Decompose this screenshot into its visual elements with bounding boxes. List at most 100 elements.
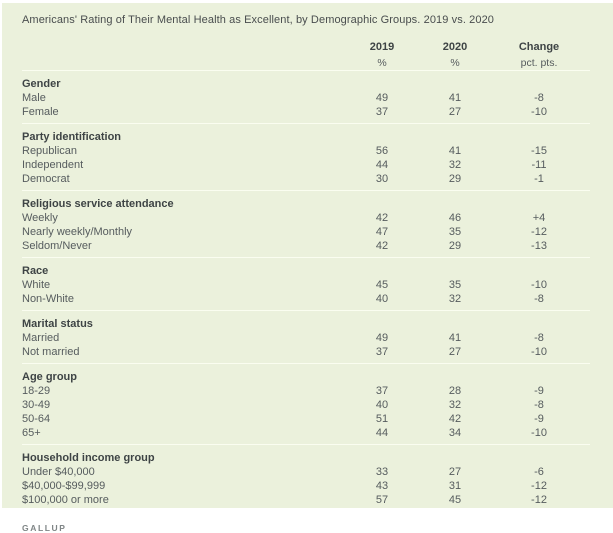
section-header-row: Household income group <box>22 444 590 465</box>
table-row: Non-White 40 32 -8 <box>22 292 590 311</box>
value-change: -11 <box>531 159 547 171</box>
row-label: Male <box>22 92 46 104</box>
section-header-row: Marital status <box>22 310 590 331</box>
value-2020: 41 <box>448 145 462 157</box>
row-label: Not married <box>22 346 80 358</box>
value-2020: 32 <box>448 399 462 411</box>
value-change: -12 <box>531 226 547 238</box>
value-2020: 27 <box>448 466 462 478</box>
value-2019: 40 <box>375 399 389 411</box>
value-2019: 42 <box>375 240 389 252</box>
section-header-row: Age group <box>22 363 590 384</box>
value-2020: 32 <box>448 293 462 305</box>
table-row: Independent 44 32 -11 <box>22 158 590 172</box>
value-change: -15 <box>531 145 547 157</box>
table-row: Republican 56 41 -15 <box>22 144 590 158</box>
column-header-change: Change <box>518 41 560 53</box>
row-label: Under $40,000 <box>22 466 95 478</box>
value-2020: 34 <box>448 427 462 439</box>
value-change: -6 <box>534 466 544 478</box>
value-2019: 33 <box>375 466 389 478</box>
table-row: Nearly weekly/Monthly 47 35 -12 <box>22 225 590 239</box>
unit-2019: % <box>377 56 387 69</box>
value-change: -10 <box>531 279 547 291</box>
value-2019: 42 <box>375 212 389 224</box>
value-2020: 27 <box>448 106 462 118</box>
value-2019: 37 <box>375 106 389 118</box>
value-2020: 42 <box>448 413 462 425</box>
table-row: Democrat 30 29 -1 <box>22 172 590 191</box>
value-2019: 47 <box>375 226 389 238</box>
value-2020: 35 <box>448 279 462 291</box>
value-change: -8 <box>534 399 544 411</box>
row-label: $40,000-$99,999 <box>22 480 106 492</box>
value-change: -8 <box>534 332 544 344</box>
table-row: Seldom/Never 42 29 -13 <box>22 239 590 258</box>
label-column-header <box>22 35 342 55</box>
row-label: Democrat <box>22 173 70 185</box>
value-2020: 29 <box>448 173 462 185</box>
value-change: -10 <box>531 346 547 358</box>
value-2019: 44 <box>375 159 389 171</box>
table-row: $40,000-$99,999 43 31 -12 <box>22 479 590 493</box>
figure-panel: Americans' Rating of Their Mental Health… <box>2 3 613 533</box>
value-change: -10 <box>531 427 547 439</box>
unit-2020: % <box>450 56 460 69</box>
row-label: Married <box>22 332 60 344</box>
value-change: -8 <box>534 92 544 104</box>
value-2019: 30 <box>375 173 389 185</box>
demographics-table: 2019 2020 Change % % pct. pts. Gender Ma… <box>22 35 590 511</box>
row-label: 18-29 <box>22 385 51 397</box>
row-label: Weekly <box>22 212 58 224</box>
value-2020: 28 <box>448 385 462 397</box>
value-2020: 45 <box>448 494 462 506</box>
column-header-2019: 2019 <box>369 41 395 53</box>
value-2019: 56 <box>375 145 389 157</box>
value-2019: 49 <box>375 332 389 344</box>
table-row: 30-49 40 32 -8 <box>22 398 590 412</box>
table-row: Female 37 27 -10 <box>22 105 590 124</box>
value-2020: 29 <box>448 240 462 252</box>
value-2019: 43 <box>375 480 389 492</box>
section-header-label: Gender <box>22 70 590 91</box>
value-2019: 51 <box>375 413 389 425</box>
table-row: Male 49 41 -8 <box>22 91 590 105</box>
row-label: Republican <box>22 145 78 157</box>
section-header-row: Religious service attendance <box>22 190 590 211</box>
value-change: -9 <box>534 413 544 425</box>
value-change: -1 <box>534 173 544 185</box>
row-label: $100,000 or more <box>22 494 109 506</box>
value-2019: 45 <box>375 279 389 291</box>
value-2019: 49 <box>375 92 389 104</box>
value-2019: 37 <box>375 346 389 358</box>
section-header-label: Age group <box>22 363 590 384</box>
value-change: -9 <box>534 385 544 397</box>
table-row: 65+ 44 34 -10 <box>22 426 590 445</box>
table-row: Under $40,000 33 27 -6 <box>22 465 590 479</box>
row-label: Female <box>22 106 59 118</box>
row-label: Seldom/Never <box>22 240 92 252</box>
table-row: Married 49 41 -8 <box>22 331 590 345</box>
value-2020: 31 <box>448 480 462 492</box>
figure-title: Americans' Rating of Their Mental Health… <box>22 14 495 26</box>
value-change: -8 <box>534 293 544 305</box>
row-label: 50-64 <box>22 413 51 425</box>
row-label: White <box>22 279 51 291</box>
value-2020: 35 <box>448 226 462 238</box>
table-header: 2019 2020 Change % % pct. pts. <box>22 35 590 71</box>
value-change: -12 <box>531 480 547 492</box>
section-header-label: Party identification <box>22 123 590 144</box>
value-change: -13 <box>531 240 547 252</box>
section-header-row: Gender <box>22 70 590 91</box>
section-header-label: Household income group <box>22 444 590 465</box>
table-row: $100,000 or more 57 45 -12 <box>22 493 590 511</box>
table-row: Weekly 42 46 +4 <box>22 211 590 225</box>
section-header-label: Marital status <box>22 310 590 331</box>
value-2020: 41 <box>448 332 462 344</box>
gallup-source-label: GALLUP <box>22 523 67 533</box>
value-change: +4 <box>532 212 546 224</box>
value-2019: 57 <box>375 494 389 506</box>
row-label: Nearly weekly/Monthly <box>22 226 133 238</box>
value-2019: 37 <box>375 385 389 397</box>
value-2020: 46 <box>448 212 462 224</box>
